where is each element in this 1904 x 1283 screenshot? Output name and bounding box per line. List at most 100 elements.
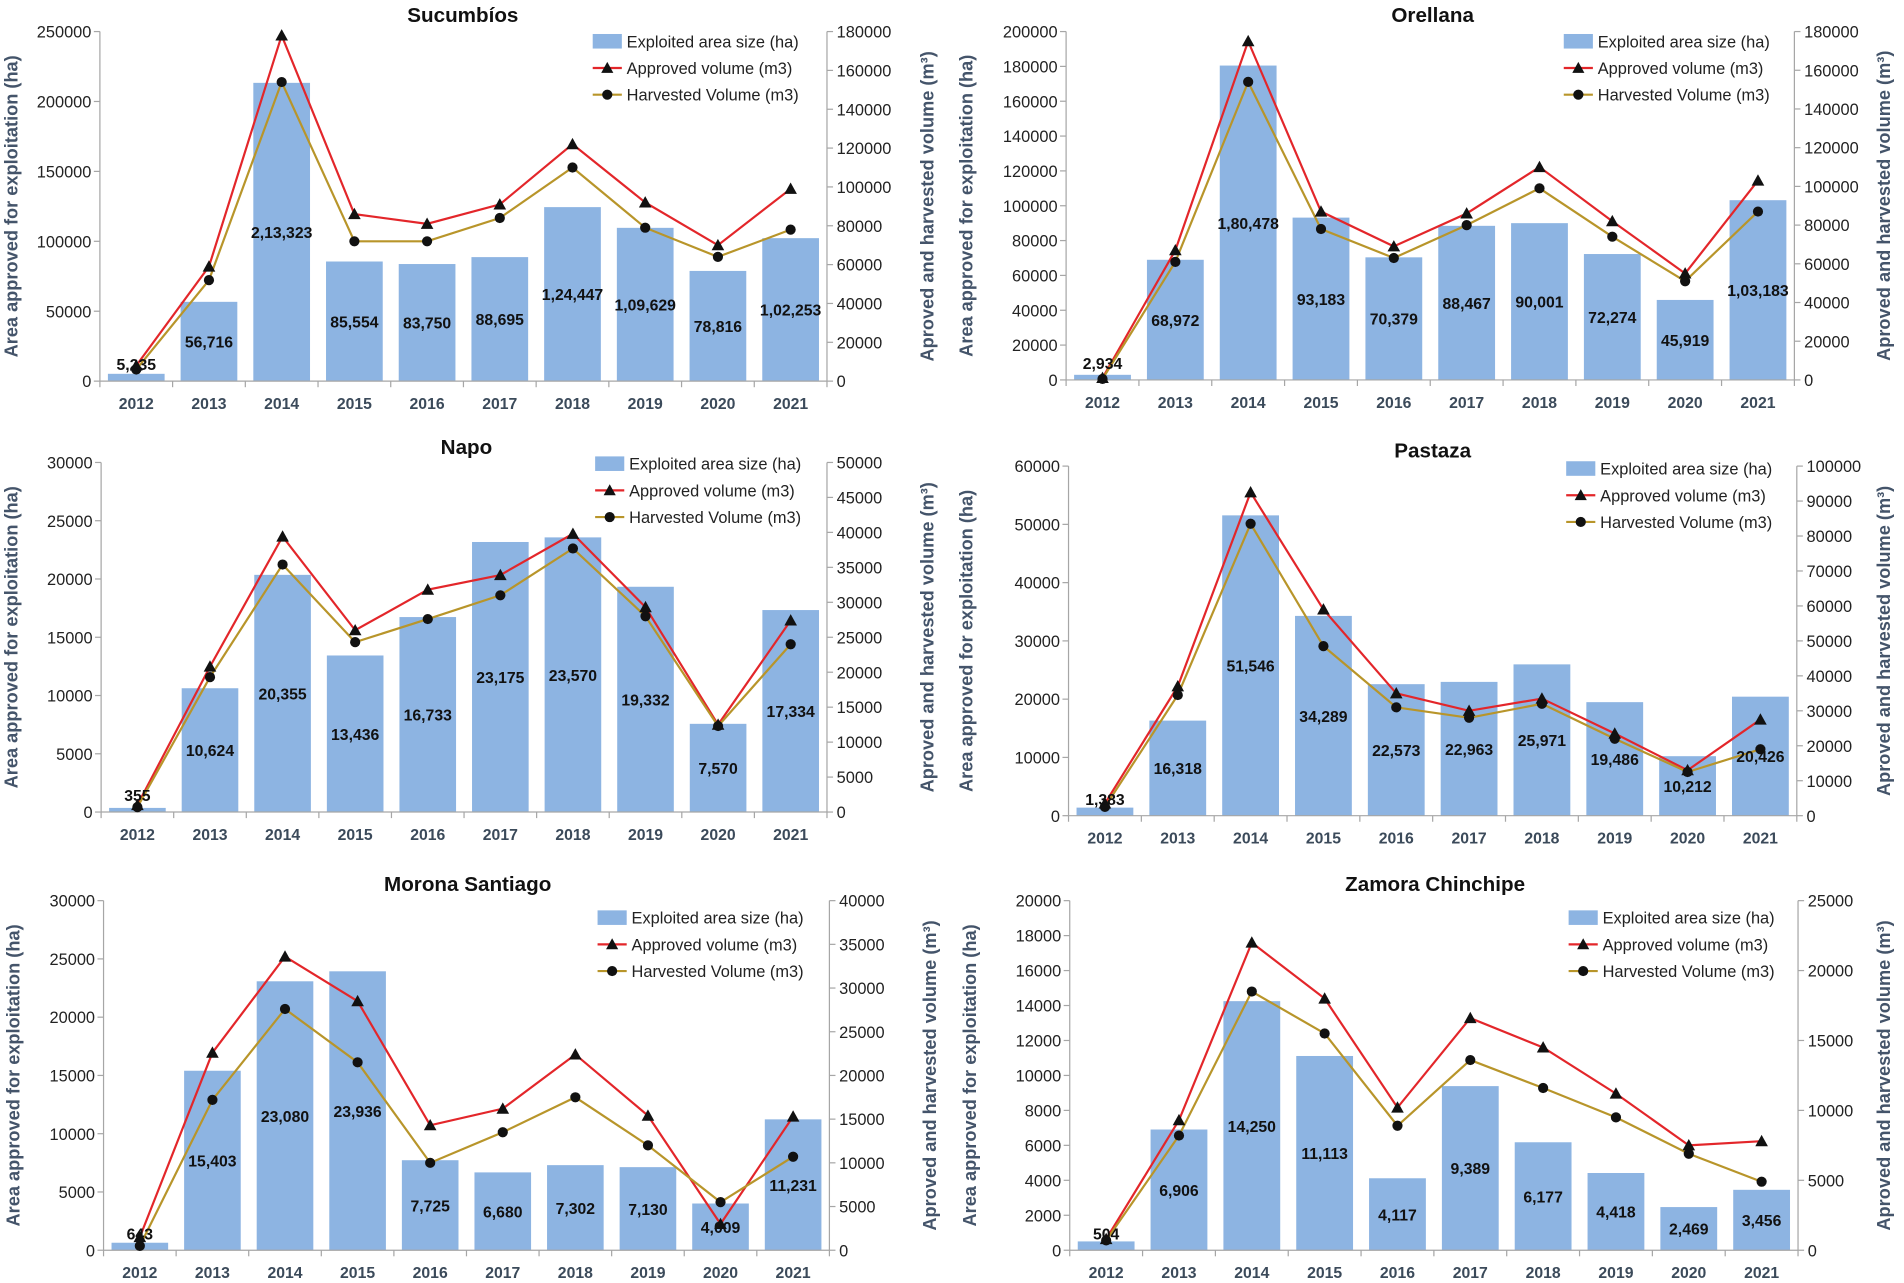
- bar: [1146, 259, 1204, 380]
- legend-label: Harvested Volume (m3): [1600, 514, 1772, 532]
- bar: [471, 257, 529, 382]
- bar-value-label: 1,24,447: [542, 287, 604, 304]
- approved-volume-point: [1536, 1041, 1550, 1053]
- legend-label: Harvested Volume (m3): [1598, 87, 1770, 105]
- approved-volume-point: [1245, 936, 1259, 948]
- harvested-volume-line: [135, 79, 792, 371]
- right-tick-label: 30000: [837, 594, 883, 612]
- legend-marker-triangle: [601, 61, 614, 73]
- legend-swatch-bar: [1568, 910, 1598, 925]
- right-tick-label: 90000: [1807, 493, 1853, 511]
- harvested-volume-point: [131, 364, 142, 375]
- harvested-volume-point: [495, 590, 506, 601]
- bar-value-label: 56,716: [185, 335, 233, 352]
- year-label: 2013: [1161, 1265, 1196, 1282]
- harvested-volume-point: [788, 1151, 799, 1162]
- left-tick-label: 18000: [1016, 928, 1062, 946]
- bar: [1587, 1173, 1645, 1251]
- legend-marker-triangle: [1574, 489, 1587, 501]
- left-tick-label: 25000: [47, 513, 93, 531]
- harvested-volume-point: [1391, 702, 1402, 713]
- bar-value-label: 4,418: [1596, 1205, 1636, 1222]
- year-label: 2015: [340, 1265, 375, 1282]
- approved-volume-point: [1754, 713, 1767, 725]
- right-tick-label: 0: [1808, 1242, 1817, 1260]
- year-label: 2018: [555, 396, 590, 413]
- left-tick-label: 0: [86, 1242, 95, 1260]
- approved-volume-point: [638, 196, 652, 208]
- legend-marker-triangle: [606, 938, 619, 950]
- year-label: 2020: [700, 396, 735, 413]
- approved-volume-point: [276, 530, 289, 542]
- year-label: 2019: [628, 827, 663, 844]
- bar-value-label: 20,426: [1736, 749, 1784, 766]
- harvested-volume-line: [1105, 990, 1763, 1242]
- bar-value-label: 85,554: [330, 314, 378, 331]
- right-tick-label: 0: [1807, 808, 1816, 826]
- harvested-volume-point: [350, 637, 361, 648]
- legend-label: Exploited area size (ha): [1600, 461, 1772, 479]
- left-tick-label: 25000: [50, 951, 96, 969]
- approved-volume-point: [423, 1118, 437, 1131]
- year-label: 2018: [1526, 1265, 1561, 1282]
- left-tick-label: 6000: [1025, 1137, 1061, 1155]
- right-tick-label: 70000: [1807, 563, 1853, 581]
- right-tick-label: 180000: [1804, 24, 1859, 42]
- right-tick-label: 100000: [1804, 178, 1859, 196]
- approved-volume-point: [711, 238, 725, 251]
- legend: Exploited area size (ha) Approved volume …: [595, 456, 801, 527]
- right-axis-title: Aproved and harvested volume (m³): [1874, 486, 1894, 796]
- approved-volume-point: [786, 1110, 800, 1122]
- legend-label: Approved volume (m3): [1598, 60, 1764, 78]
- bar-value-label: 14,250: [1228, 1119, 1276, 1136]
- left-tick-label: 100000: [37, 233, 92, 251]
- right-tick-label: 160000: [1804, 62, 1859, 80]
- right-tick-label: 0: [839, 1242, 848, 1260]
- year-label: 2021: [1740, 395, 1775, 412]
- approved-volume-point: [348, 207, 361, 220]
- approved-volume-point: [1317, 603, 1330, 615]
- chart-title: Sucumbíos: [407, 4, 518, 27]
- approved-volume-point: [1171, 680, 1185, 692]
- year-label: 2015: [1306, 831, 1341, 848]
- harvested-volume-line: [1104, 521, 1761, 808]
- bar-value-label: 7,130: [628, 1202, 668, 1219]
- harvested-volume-point: [1534, 183, 1545, 194]
- bar: [689, 723, 747, 813]
- right-tick-label: 30000: [1807, 703, 1853, 721]
- approved-volume-point: [1460, 207, 1473, 219]
- bar-value-label: 22,963: [1445, 742, 1493, 759]
- legend-marker-circle: [604, 511, 615, 523]
- year-label: 2018: [558, 1265, 593, 1282]
- bar: [254, 574, 311, 813]
- right-axis-title: Aproved and harvested volume (m³): [1874, 51, 1894, 361]
- right-tick-label: 25000: [1808, 893, 1854, 911]
- left-tick-label: 20000: [47, 571, 93, 589]
- legend-label: Exploited area size (ha): [629, 456, 801, 474]
- right-tick-label: 60000: [1804, 256, 1850, 274]
- right-tick-label: 25000: [837, 629, 883, 647]
- left-tick-label: 0: [1052, 1242, 1061, 1260]
- approved-volume-point: [784, 614, 797, 626]
- right-tick-label: 10000: [1807, 773, 1853, 791]
- harvested-volume-point: [642, 1140, 654, 1151]
- approved-volume-point: [1533, 160, 1546, 173]
- harvested-volume-point: [1172, 689, 1183, 701]
- bar-value-label: 17,334: [767, 704, 815, 721]
- bar-value-label: 7,302: [556, 1201, 596, 1218]
- right-tick-label: 100000: [837, 179, 892, 197]
- year-label: 2018: [555, 827, 590, 844]
- left-tick-label: 15000: [47, 629, 93, 647]
- harvested-volume-point: [785, 224, 796, 235]
- approved-volume-line: [1101, 38, 1759, 379]
- chart-panel-orellana: 0 20000 40000 60000 80000 100000 120000 140000 1…: [957, 4, 1895, 412]
- harvested-volume-point: [276, 76, 287, 88]
- bar-value-label: 72,274: [1588, 310, 1636, 327]
- bar-value-label: 9,389: [1451, 1161, 1491, 1178]
- approved-volume-point: [569, 1048, 582, 1060]
- approved-volume-point: [784, 182, 797, 194]
- bar: [1149, 720, 1207, 816]
- approved-volume-point: [493, 198, 507, 210]
- right-tick-label: 40000: [837, 296, 883, 314]
- bar: [399, 617, 457, 813]
